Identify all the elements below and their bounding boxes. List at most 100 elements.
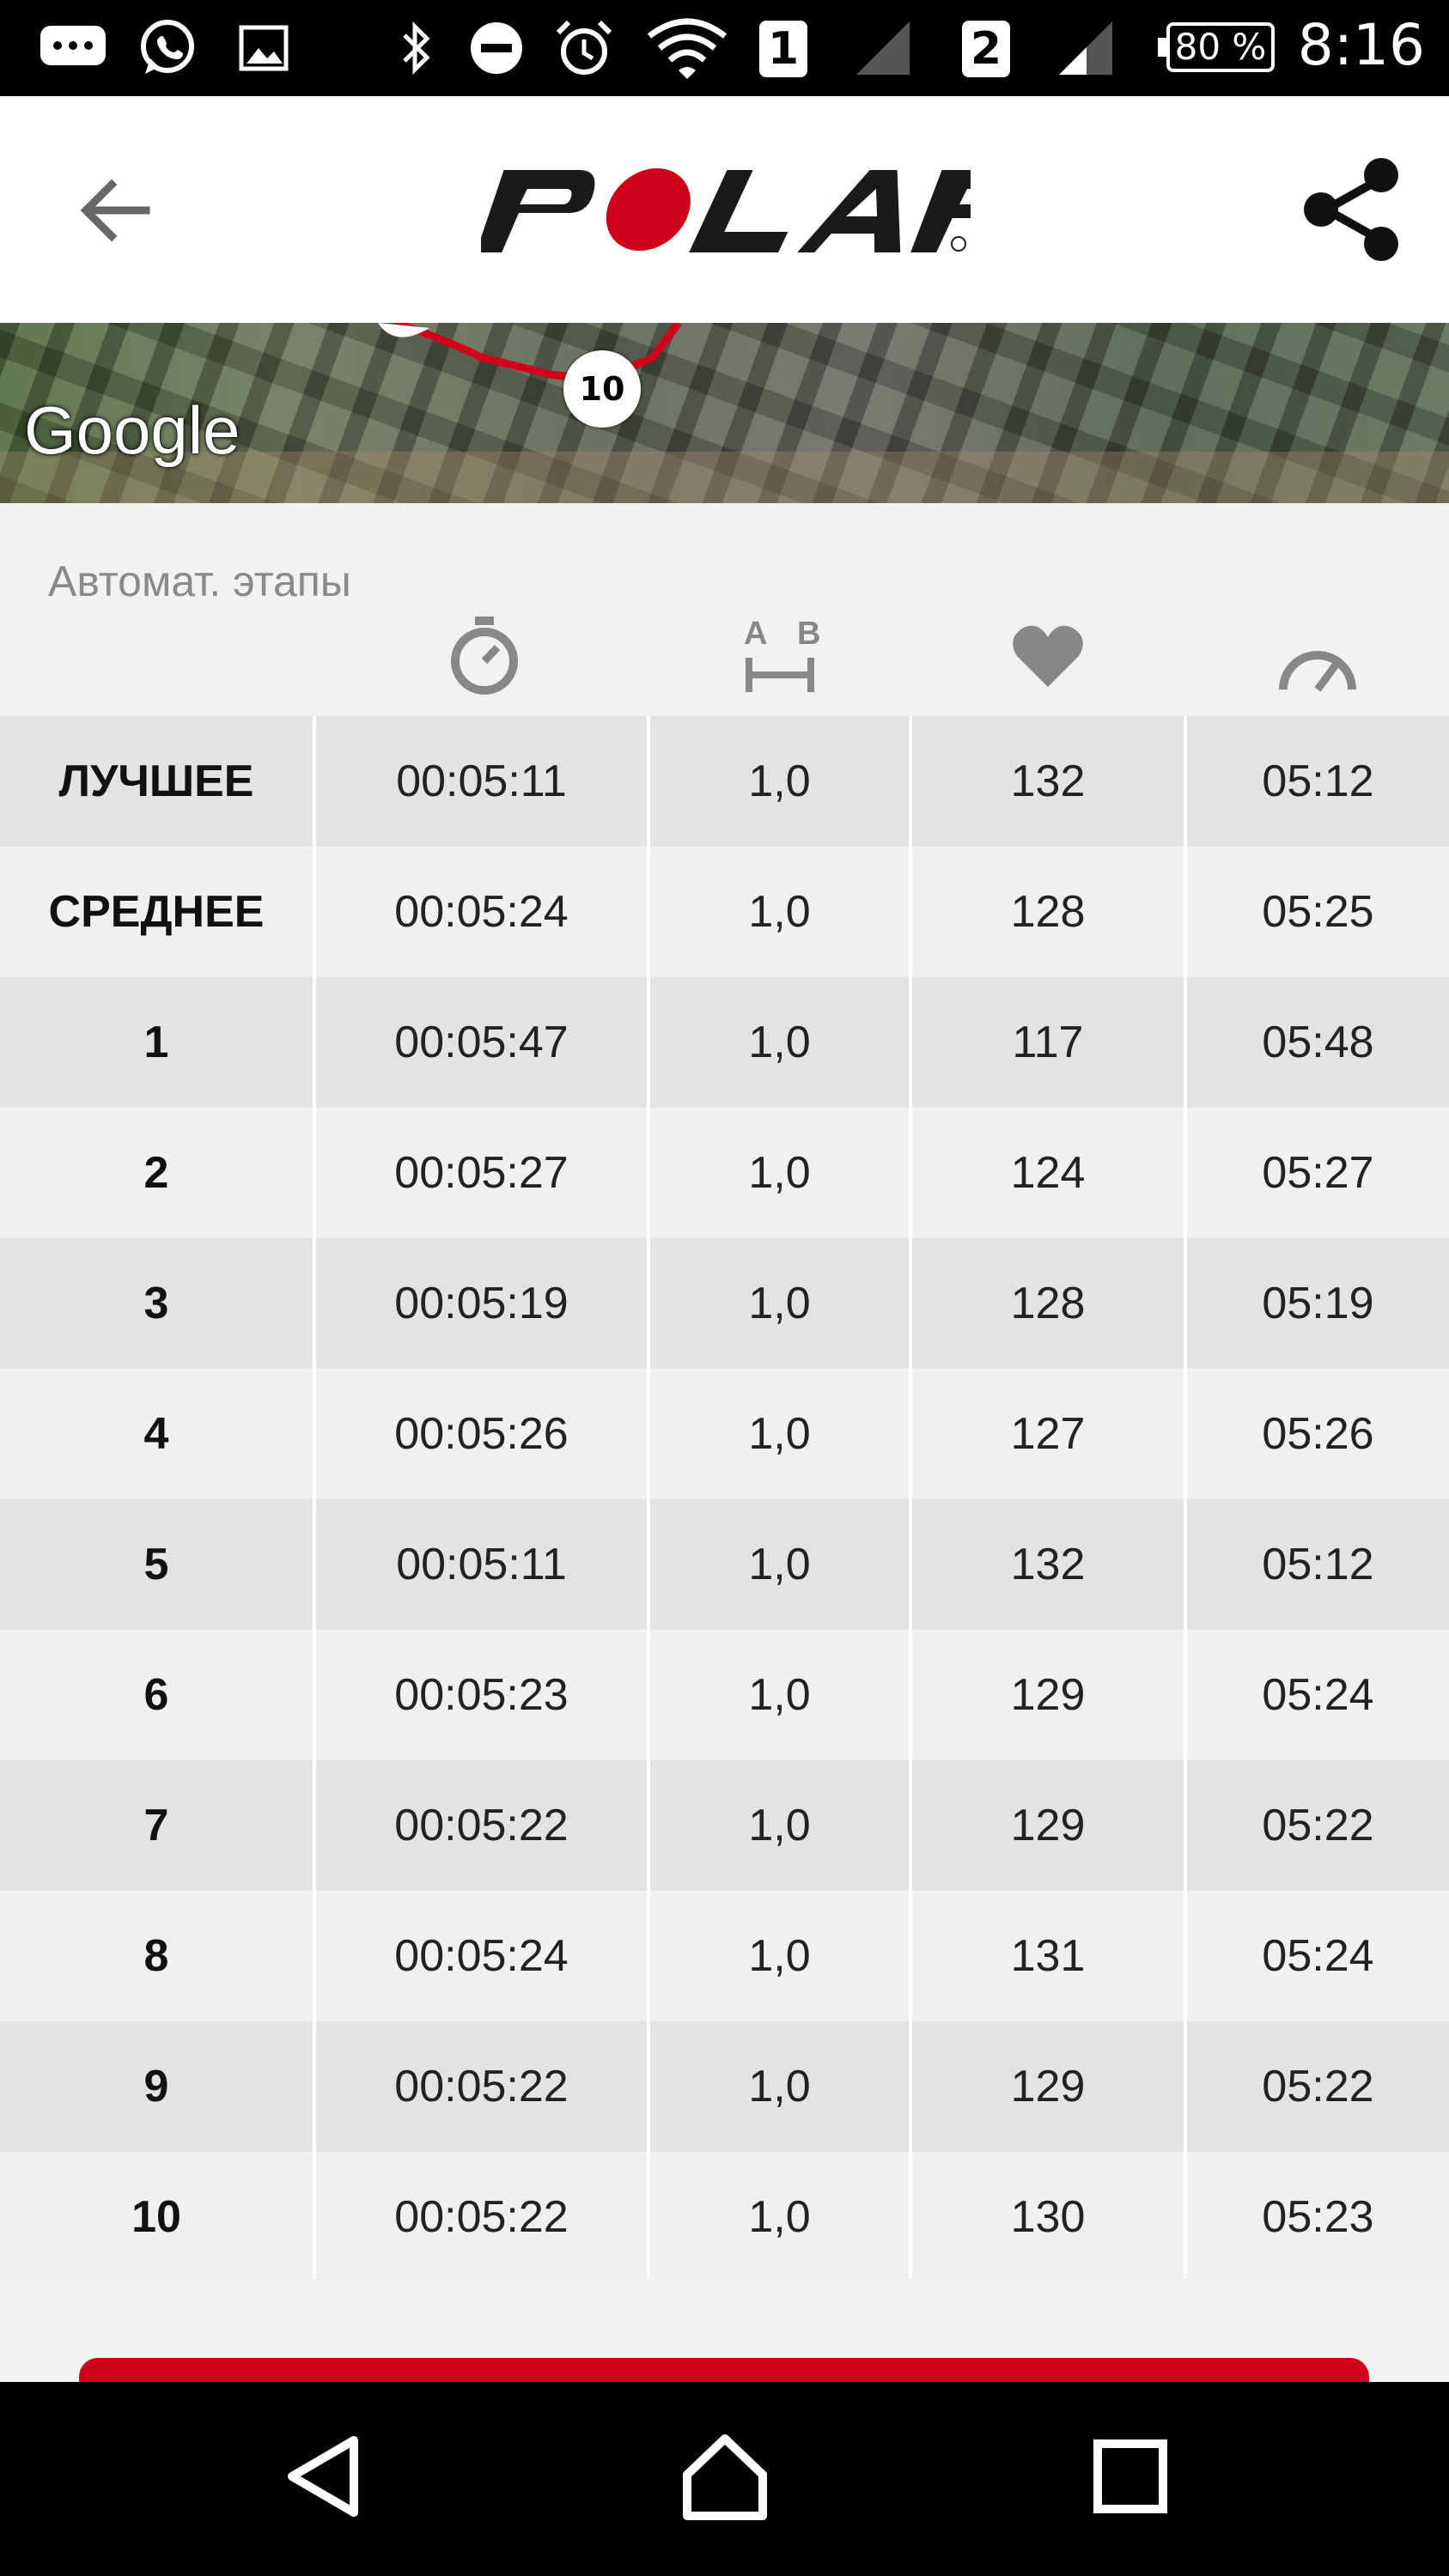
- column-divider: [647, 716, 650, 2279]
- lap-time: 00:05:22: [394, 2192, 569, 2242]
- lap-heart-rate: 124: [1010, 1148, 1086, 1198]
- lap-heart-rate: 130: [1010, 2192, 1086, 2242]
- lap-pace: 05:22: [1262, 2062, 1374, 2111]
- lap-pace: 05:48: [1262, 1018, 1374, 1067]
- signal-icon: [1051, 17, 1120, 79]
- lap-label: ЛУЧШЕЕ: [58, 756, 254, 806]
- lap-time: 00:05:22: [394, 2062, 569, 2111]
- lap-distance: 1,0: [748, 1409, 811, 1459]
- triangle-back-icon: [288, 2436, 358, 2517]
- lap-heart-rate: 132: [1010, 1540, 1086, 1589]
- lap-label: 6: [143, 1670, 169, 1720]
- lap-label: СРЕДНЕЕ: [48, 887, 265, 937]
- battery-indicator: 80 %: [1158, 22, 1275, 72]
- lap-distance: 1,0: [748, 1018, 811, 1067]
- lap-label: 10: [131, 2192, 181, 2242]
- lap-label: 9: [143, 2062, 169, 2111]
- lap-label: 8: [143, 1931, 169, 1981]
- table-row: 5 00:05:11 1,0 132 05:12: [0, 1499, 1449, 1630]
- lap-time: 00:05:19: [394, 1279, 569, 1328]
- distance-icon-b: B: [797, 616, 820, 652]
- square-recents-icon: [1093, 2439, 1167, 2513]
- lap-heart-rate: 117: [1012, 1018, 1084, 1067]
- pace-icon: [1266, 611, 1369, 701]
- home-icon: [683, 2434, 767, 2520]
- lap-distance: 1,0: [748, 1148, 811, 1198]
- section-title: Автомат. этапы: [48, 557, 351, 605]
- app-bar: [0, 96, 1449, 323]
- navigation-bar: [0, 2382, 1449, 2576]
- lap-heart-rate: 128: [1010, 1279, 1086, 1328]
- lap-distance: 1,0: [748, 2192, 811, 2242]
- lap-distance: 1,0: [748, 2062, 811, 2111]
- table-row: 9 00:05:22 1,0 129 05:22: [0, 2021, 1449, 2152]
- lap-label: 1: [143, 1018, 169, 1067]
- messages-icon: [34, 17, 112, 79]
- alarm-icon: [550, 17, 618, 79]
- bluetooth-icon: [391, 17, 442, 79]
- lap-pace: 05:19: [1262, 1279, 1374, 1328]
- polar-logo: [476, 156, 1028, 259]
- lap-distance: 1,0: [748, 1670, 811, 1720]
- lap-label: 2: [143, 1148, 169, 1198]
- lap-label: 4: [143, 1409, 169, 1459]
- lap-pace: 05:12: [1262, 756, 1374, 806]
- sim2-badge: 2: [962, 21, 1010, 77]
- lap-time: 00:05:11: [396, 756, 567, 806]
- nav-recents-button[interactable]: [1079, 2425, 1182, 2528]
- back-button[interactable]: [69, 163, 163, 258]
- lap-heart-rate: 127: [1010, 1409, 1086, 1459]
- table-row: 10 00:05:22 1,0 130 05:23: [0, 2152, 1449, 2282]
- lap-pace: 05:22: [1262, 1801, 1374, 1850]
- lap-heart-rate: 129: [1010, 2062, 1086, 2111]
- arrow-left-icon: [80, 179, 150, 242]
- lap-time: 00:05:47: [394, 1018, 569, 1067]
- do-not-disturb-icon: [464, 17, 529, 79]
- lap-heart-rate: 129: [1010, 1670, 1086, 1720]
- table-row: 8 00:05:24 1,0 131 05:24: [0, 1891, 1449, 2021]
- timer-icon: [433, 611, 536, 701]
- clock: 8:16: [1297, 12, 1425, 78]
- lap-pace: 05:26: [1262, 1409, 1374, 1459]
- lap-distance: 1,0: [748, 1279, 811, 1328]
- heart-icon: [996, 611, 1099, 701]
- nav-back-button[interactable]: [271, 2425, 374, 2528]
- lap-distance: 1,0: [748, 1801, 811, 1850]
- google-attribution: Google: [24, 392, 240, 468]
- whatsapp-icon: [129, 17, 206, 79]
- lap-time: 00:05:11: [396, 1540, 567, 1589]
- lap-pace: 05:12: [1262, 1540, 1374, 1589]
- share-button[interactable]: [1292, 149, 1412, 270]
- table-row: 6 00:05:23 1,0 129 05:24: [0, 1630, 1449, 1760]
- lap-pace: 05:23: [1262, 2192, 1374, 2242]
- gallery-icon: [234, 17, 294, 79]
- table-row: 1 00:05:47 1,0 117 05:48: [0, 977, 1449, 1108]
- distance-icon-a: A: [744, 616, 767, 652]
- table-row: 3 00:05:19 1,0 128 05:19: [0, 1238, 1449, 1369]
- table-row: ЛУЧШЕЕ 00:05:11 1,0 132 05:12: [0, 716, 1449, 847]
- table-row: 7 00:05:22 1,0 129 05:22: [0, 1760, 1449, 1891]
- signal-icon: [849, 17, 917, 79]
- lap-heart-rate: 128: [1010, 887, 1086, 937]
- lap-pace: 05:25: [1262, 887, 1374, 937]
- table-row: 4 00:05:26 1,0 127 05:26: [0, 1369, 1449, 1499]
- lap-marker[interactable]: 10: [563, 350, 641, 428]
- lap-heart-rate: 132: [1010, 756, 1086, 806]
- lap-distance: 1,0: [748, 887, 811, 937]
- lap-distance: 1,0: [748, 1540, 811, 1589]
- lap-distance: 1,0: [748, 756, 811, 806]
- nav-home-button[interactable]: [673, 2425, 776, 2528]
- lap-distance: 1,0: [748, 1931, 811, 1981]
- lap-time: 00:05:26: [394, 1409, 569, 1459]
- wifi-icon: [644, 17, 730, 79]
- column-divider: [909, 716, 912, 2279]
- table-row: 2 00:05:27 1,0 124 05:27: [0, 1108, 1449, 1238]
- lap-heart-rate: 129: [1010, 1801, 1086, 1850]
- share-icon: [1304, 158, 1398, 261]
- sim1-badge: 1: [759, 21, 807, 77]
- lap-heart-rate: 131: [1010, 1931, 1086, 1981]
- lap-time: 00:05:22: [394, 1801, 569, 1850]
- route-map[interactable]: 10 Google: [0, 323, 1449, 503]
- column-divider: [1184, 716, 1187, 2279]
- laps-table: ЛУЧШЕЕ 00:05:11 1,0 132 05:12 СРЕДНЕЕ 00:05:24…: [0, 716, 1449, 2282]
